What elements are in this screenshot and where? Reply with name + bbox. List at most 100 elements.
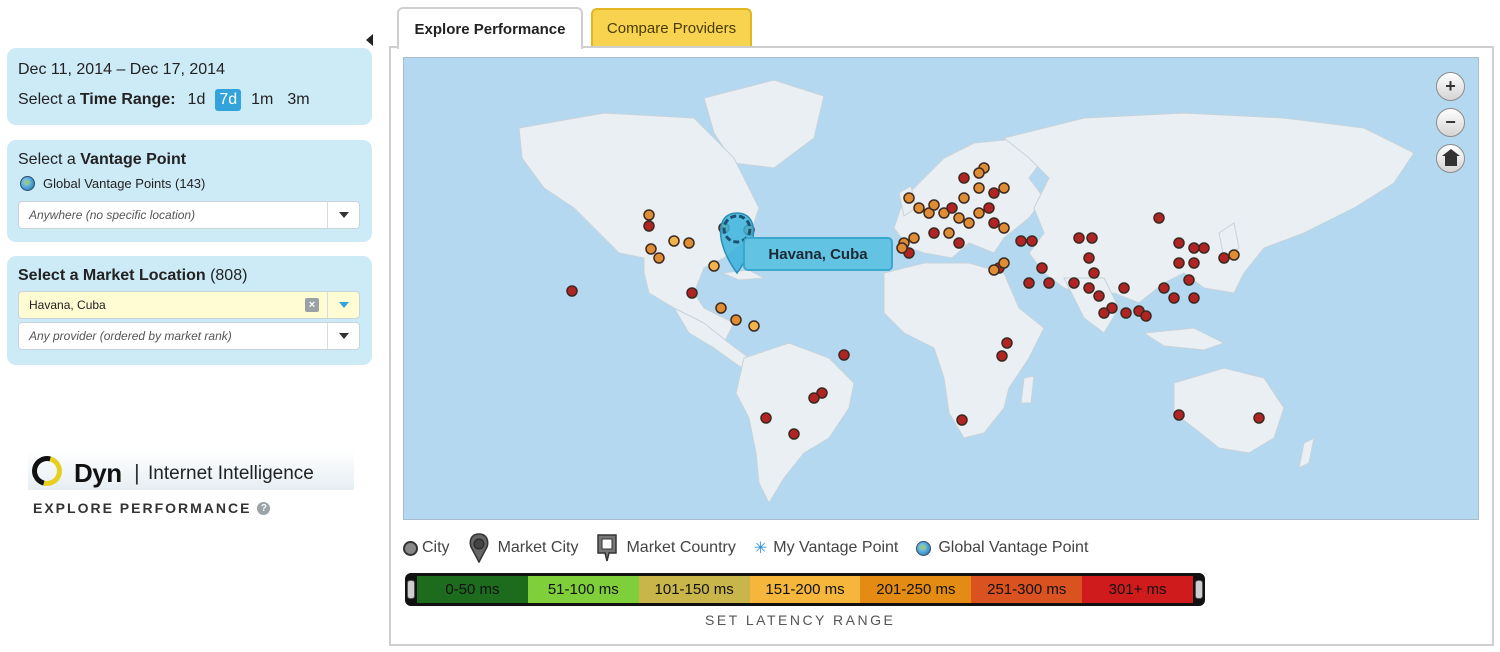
clear-icon[interactable]: × (305, 298, 319, 312)
city-dot[interactable] (1001, 337, 1013, 349)
time-range-7d[interactable]: 7d (215, 89, 242, 111)
city-dot[interactable] (1173, 257, 1185, 269)
world-map[interactable] (403, 57, 1479, 520)
city-dot[interactable] (983, 202, 995, 214)
vantage-point-select[interactable]: Anywhere (no specific location) (18, 201, 360, 229)
city-dot[interactable] (1188, 257, 1200, 269)
city-dot[interactable] (643, 220, 655, 232)
city-dot[interactable] (938, 207, 950, 219)
city-dot[interactable] (1036, 262, 1048, 274)
city-dot[interactable] (963, 217, 975, 229)
city-dot[interactable] (1218, 252, 1230, 264)
city-dot[interactable] (668, 235, 680, 247)
city-dot[interactable] (1140, 310, 1152, 322)
zoom-out-button[interactable]: − (1436, 108, 1465, 137)
city-dot[interactable] (1088, 267, 1100, 279)
city-dot[interactable] (953, 212, 965, 224)
city-dot[interactable] (903, 192, 915, 204)
zoom-in-button[interactable]: + (1436, 72, 1465, 101)
time-range-1d[interactable]: 1d (187, 91, 206, 108)
city-dot[interactable] (946, 202, 958, 214)
city-dot[interactable] (1043, 277, 1055, 289)
city-dot[interactable] (1183, 274, 1195, 286)
city-dot[interactable] (998, 222, 1010, 234)
city-dot[interactable] (708, 260, 720, 272)
city-dot[interactable] (730, 314, 742, 326)
city-dot[interactable] (645, 243, 657, 255)
city-dot[interactable] (816, 387, 828, 399)
city-dot[interactable] (1083, 282, 1095, 294)
city-dot[interactable] (1098, 307, 1110, 319)
city-dot[interactable] (996, 350, 1008, 362)
city-dot[interactable] (958, 172, 970, 184)
city-dot[interactable] (958, 192, 970, 204)
city-dot[interactable] (1188, 292, 1200, 304)
dropdown-button[interactable] (327, 323, 359, 349)
city-dot[interactable] (928, 199, 940, 211)
city-dot[interactable] (1086, 232, 1098, 244)
city-dot[interactable] (686, 287, 698, 299)
city-dot[interactable] (988, 264, 1000, 276)
dropdown-button[interactable] (327, 292, 359, 318)
city-dot[interactable] (956, 414, 968, 426)
city-dot[interactable] (988, 217, 1000, 229)
help-icon[interactable]: ? (257, 501, 271, 515)
city-dot[interactable] (748, 320, 760, 332)
city-dot[interactable] (1023, 277, 1035, 289)
tab-compare-providers[interactable]: Compare Providers (591, 8, 752, 46)
city-dot[interactable] (1118, 282, 1130, 294)
latency-range-bar[interactable]: 0-50 ms 51-100 ms 101-150 ms 151-200 ms … (405, 573, 1205, 606)
city-dot[interactable] (1168, 292, 1180, 304)
city-dot[interactable] (715, 302, 727, 314)
city-dot[interactable] (943, 227, 955, 239)
global-vantage-option[interactable]: Global Vantage Points (143) (20, 176, 205, 191)
city-dot[interactable] (1198, 242, 1210, 254)
latency-min-handle[interactable] (407, 580, 415, 599)
city-dot[interactable] (923, 207, 935, 219)
city-dot[interactable] (683, 237, 695, 249)
city-dot[interactable] (808, 392, 820, 404)
city-dot[interactable] (760, 412, 772, 424)
city-dot[interactable] (973, 207, 985, 219)
city-dot[interactable] (1106, 302, 1118, 314)
time-range-1m[interactable]: 1m (251, 91, 274, 108)
city-dot[interactable] (913, 202, 925, 214)
market-location-input[interactable]: Havana, Cuba × (18, 291, 360, 319)
legend-global-vantage: Global Vantage Point (916, 539, 1088, 557)
city-dot[interactable] (998, 257, 1010, 269)
city-dot[interactable] (1073, 232, 1085, 244)
time-range-3m[interactable]: 3m (287, 91, 310, 108)
city-dot[interactable] (998, 182, 1010, 194)
city-dot[interactable] (1158, 282, 1170, 294)
city-dot[interactable] (566, 285, 578, 297)
city-dot[interactable] (928, 227, 940, 239)
dropdown-button[interactable] (327, 202, 359, 228)
city-dot[interactable] (1173, 409, 1185, 421)
collapse-panel-icon[interactable] (366, 34, 373, 46)
city-dot[interactable] (643, 209, 655, 221)
city-dot[interactable] (1068, 277, 1080, 289)
city-dot[interactable] (1120, 307, 1132, 319)
city-dot[interactable] (1253, 412, 1265, 424)
city-dot[interactable] (988, 187, 1000, 199)
city-dot[interactable] (838, 349, 850, 361)
city-dot[interactable] (896, 242, 908, 254)
city-dot[interactable] (653, 252, 665, 264)
city-dot[interactable] (908, 232, 920, 244)
city-dot[interactable] (1093, 290, 1105, 302)
city-dot[interactable] (1083, 252, 1095, 264)
city-dot[interactable] (953, 237, 965, 249)
tab-explore-performance[interactable]: Explore Performance (397, 7, 583, 49)
city-dot[interactable] (1015, 235, 1027, 247)
city-dot[interactable] (1153, 212, 1165, 224)
city-dot[interactable] (788, 428, 800, 440)
city-dot[interactable] (1228, 249, 1240, 261)
city-dot[interactable] (1188, 242, 1200, 254)
city-dot[interactable] (1026, 235, 1038, 247)
city-dot[interactable] (1173, 237, 1185, 249)
provider-select[interactable]: Any provider (ordered by market rank) (18, 322, 360, 350)
city-dot[interactable] (973, 167, 985, 179)
latency-max-handle[interactable] (1195, 580, 1203, 599)
zoom-home-button[interactable] (1436, 144, 1465, 173)
city-dot[interactable] (973, 182, 985, 194)
